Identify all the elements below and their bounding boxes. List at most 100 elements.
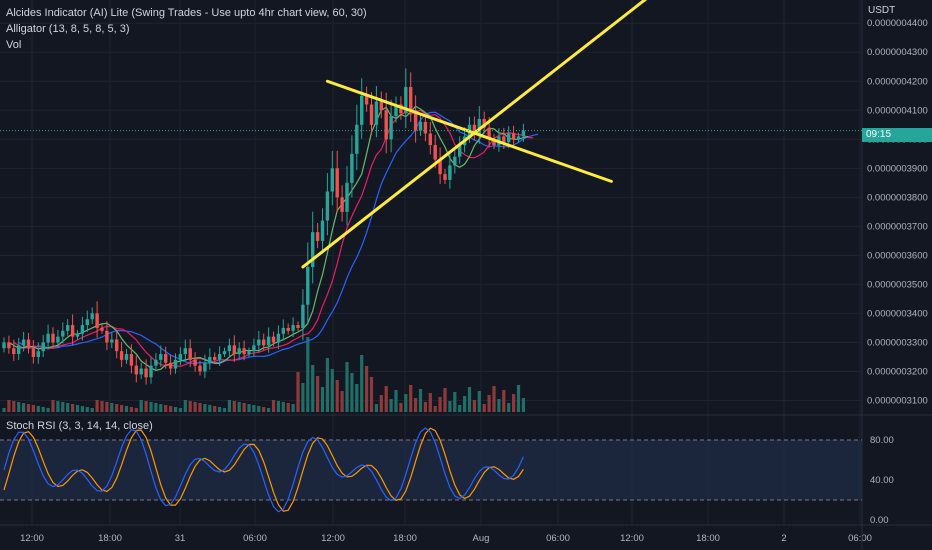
candle-body: [330, 168, 334, 192]
candle-body: [154, 359, 158, 366]
candle-body: [511, 133, 516, 140]
volume-bar: [311, 365, 315, 412]
volume-bar: [281, 402, 285, 412]
volume-bar: [247, 404, 251, 412]
candle-body: [271, 336, 276, 343]
candle-body: [521, 130, 526, 137]
volume-bar: [208, 405, 212, 412]
volume-bar: [232, 401, 236, 412]
volume-bar: [379, 395, 383, 412]
volume-bar: [46, 408, 50, 412]
volume-bar: [222, 408, 227, 412]
volume-bar: [477, 391, 481, 412]
x-tick-label: 06:00: [848, 533, 872, 544]
candle-body: [404, 87, 408, 114]
volume-bar: [95, 400, 99, 412]
trendline: [325, 79, 613, 183]
volume-bar: [100, 401, 104, 412]
volume-bar: [316, 376, 320, 412]
candle-body: [21, 339, 26, 346]
candle-body: [472, 124, 477, 134]
candle-body: [227, 345, 232, 352]
volume-bar: [213, 406, 217, 412]
y-tick-label: 0.0000003400: [867, 308, 928, 319]
candle-body: [281, 327, 285, 334]
indicator-legend-stoch-rsi[interactable]: Stoch RSI (3, 3, 14, 14, close): [6, 420, 153, 432]
volume-bar: [438, 397, 442, 412]
volume-bar: [129, 407, 133, 412]
volume-bar: [306, 337, 310, 412]
candle-body: [384, 110, 388, 140]
candle-body: [85, 319, 89, 326]
volume-bar: [453, 392, 457, 412]
candle-body: [95, 313, 99, 328]
candle-body: [164, 354, 168, 363]
candle-body: [149, 365, 153, 378]
x-tick-label: 06:00: [243, 533, 267, 544]
volume-bar: [423, 402, 427, 412]
volume-bar: [409, 385, 413, 412]
volume-bar: [71, 404, 75, 412]
candle-body: [46, 333, 50, 343]
y-tick-label: 0.0000003200: [867, 366, 928, 377]
candle-body: [119, 351, 124, 360]
candle-body: [262, 339, 266, 346]
candle-body: [31, 348, 36, 357]
y-tick-label: 0.0000004100: [867, 105, 928, 116]
candle-body: [443, 174, 447, 180]
volume-bar: [227, 400, 231, 412]
x-tick-label: 18:00: [98, 533, 122, 544]
volume-bar: [472, 400, 476, 412]
candle-body: [129, 354, 134, 366]
indicator-legend-vol[interactable]: Vol: [6, 39, 22, 51]
volume-bar: [17, 402, 21, 412]
x-tick-label: 12:00: [620, 533, 644, 544]
stoch-band: [0, 440, 862, 500]
candle-body: [70, 325, 75, 337]
volume-bar: [355, 384, 359, 412]
candle-body: [409, 87, 413, 111]
candle-body: [492, 139, 496, 146]
candle-body: [56, 336, 60, 343]
candle-body: [360, 95, 364, 125]
volume-bar: [193, 402, 197, 412]
candle-body: [51, 333, 55, 343]
volume-bar: [492, 386, 496, 412]
candle-body: [183, 348, 187, 355]
volume-bar: [330, 369, 334, 412]
candle-body: [399, 104, 403, 114]
candle-body: [389, 116, 393, 140]
stoch-y-tick-label: 0.00: [870, 515, 889, 526]
y-tick-label: 0.0000004300: [867, 47, 928, 58]
volume-bar: [428, 393, 432, 412]
candle-body: [487, 127, 491, 140]
candle-body: [178, 354, 183, 360]
volume-bar: [521, 398, 525, 412]
indicator-legend-ai[interactable]: Alcides Indicator (AI) Lite (Swing Trade…: [6, 7, 367, 19]
candle-body: [291, 325, 295, 331]
candle-body: [340, 197, 344, 212]
y-tick-label: 0.0000003500: [867, 279, 928, 290]
candle-body: [247, 351, 251, 355]
volume-bar: [369, 377, 374, 412]
y-tick-label: 0.0000003600: [867, 250, 928, 261]
volume-bar: [335, 380, 339, 412]
candle-body: [110, 339, 114, 343]
candle-body: [188, 348, 192, 360]
candle-body: [364, 95, 369, 105]
candle-body: [139, 368, 143, 375]
candle-body: [433, 145, 437, 160]
y-tick-label: 0.0000004400: [867, 18, 928, 29]
candle-body: [80, 325, 85, 334]
volume-bar: [115, 404, 119, 412]
volume-bar: [291, 404, 295, 412]
candle-body: [350, 153, 354, 183]
volume-bar: [267, 408, 271, 412]
indicator-legend-alligator[interactable]: Alligator (13, 8, 5, 8, 5, 3): [6, 23, 130, 35]
candle-body: [458, 145, 462, 157]
volume-bar: [120, 405, 124, 412]
volume-bar: [90, 408, 94, 412]
volume-bar: [51, 400, 55, 412]
volume-bar: [188, 401, 192, 412]
